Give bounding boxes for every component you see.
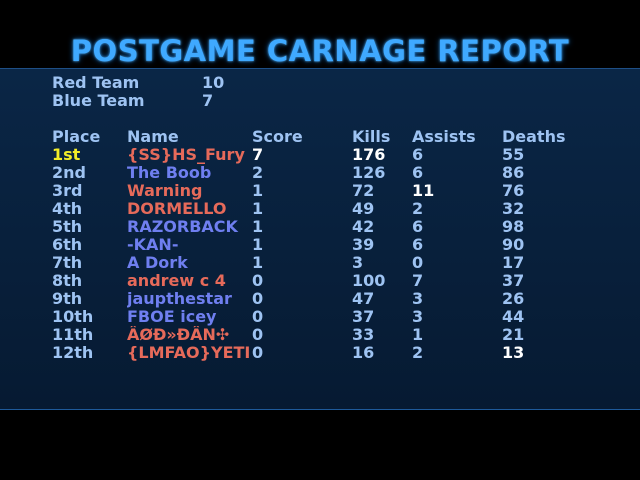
player-assists: 0 [412, 253, 424, 272]
player-deaths: 86 [502, 163, 525, 182]
player-place: 4th [52, 199, 83, 218]
title-bar: POSTGAME CARNAGE REPORT [0, 0, 640, 70]
player-deaths: 26 [502, 289, 525, 308]
table-row: 4th DORMELLO 1 49 2 32 [0, 200, 640, 218]
player-assists: 11 [412, 181, 435, 200]
header-name: Name [127, 127, 179, 146]
player-deaths: 13 [502, 343, 525, 362]
player-name: FBOE icey [127, 308, 217, 326]
player-name: jaupthestar [127, 290, 232, 308]
player-assists: 6 [412, 163, 424, 182]
player-deaths: 44 [502, 307, 525, 326]
table-row: 1st {SS}HS_Fury 7 176 6 55 [0, 146, 640, 164]
player-name: RAZORBACK [127, 218, 238, 236]
player-kills: 72 [352, 181, 375, 200]
player-kills: 37 [352, 307, 375, 326]
player-place: 5th [52, 217, 83, 236]
table-row: 6th -KAN- 1 39 6 90 [0, 236, 640, 254]
table-row: 9th jaupthestar 0 47 3 26 [0, 290, 640, 308]
player-deaths: 76 [502, 181, 525, 200]
player-place: 1st [52, 145, 81, 164]
player-score: 2 [252, 163, 264, 182]
player-deaths: 98 [502, 217, 525, 236]
player-place: 12th [52, 343, 94, 362]
player-assists: 2 [412, 199, 424, 218]
header-kills: Kills [352, 127, 391, 146]
player-name: {LMFAO}YETI [127, 344, 251, 362]
player-place: 2nd [52, 163, 86, 182]
table-row: 7th A Dork 1 3 0 17 [0, 254, 640, 272]
player-assists: 6 [412, 217, 424, 236]
player-kills: 39 [352, 235, 375, 254]
player-assists: 6 [412, 145, 424, 164]
player-assists: 1 [412, 325, 424, 344]
player-assists: 3 [412, 289, 424, 308]
player-deaths: 32 [502, 199, 525, 218]
table-row: 10th FBOE icey 0 37 3 44 [0, 308, 640, 326]
player-name: Warning [127, 182, 203, 200]
player-name: andrew c 4 [127, 272, 226, 290]
player-kills: 49 [352, 199, 375, 218]
header-assists: Assists [412, 127, 476, 146]
carnage-report-panel: Red Team 10 Blue Team 7 Place Name Score… [0, 68, 640, 410]
team-score-red: 10 [202, 73, 225, 92]
player-deaths: 37 [502, 271, 525, 290]
player-place: 11th [52, 325, 94, 344]
player-name: A Dork [127, 254, 188, 272]
player-kills: 47 [352, 289, 375, 308]
player-kills: 126 [352, 163, 386, 182]
team-name-blue: Blue Team [52, 91, 145, 110]
player-place: 7th [52, 253, 83, 272]
player-kills: 3 [352, 253, 364, 272]
player-score: 0 [252, 343, 264, 362]
player-place: 8th [52, 271, 83, 290]
player-kills: 16 [352, 343, 375, 362]
player-kills: 42 [352, 217, 375, 236]
player-name: -KAN- [127, 236, 179, 254]
table-row: 11th ÂØÐ»ÐÂN✣ 0 33 1 21 [0, 326, 640, 344]
page-title: POSTGAME CARNAGE REPORT [70, 33, 570, 69]
player-score: 1 [252, 235, 264, 254]
table-row: 3rd Warning 1 72 11 76 [0, 182, 640, 200]
player-place: 3rd [52, 181, 83, 200]
player-score: 1 [252, 217, 264, 236]
header-place: Place [52, 127, 101, 146]
header-deaths: Deaths [502, 127, 566, 146]
player-deaths: 17 [502, 253, 525, 272]
player-name: The Boob [127, 164, 212, 182]
player-score: 1 [252, 199, 264, 218]
player-score: 1 [252, 181, 264, 200]
player-name: DORMELLO [127, 200, 227, 218]
player-kills: 33 [352, 325, 375, 344]
table-row: 2nd The Boob 2 126 6 86 [0, 164, 640, 182]
player-score: 0 [252, 271, 264, 290]
player-deaths: 21 [502, 325, 525, 344]
player-assists: 3 [412, 307, 424, 326]
player-score: 0 [252, 325, 264, 344]
player-place: 9th [52, 289, 83, 308]
player-assists: 2 [412, 343, 424, 362]
player-name: ÂØÐ»ÐÂN✣ [127, 326, 230, 344]
player-deaths: 55 [502, 145, 525, 164]
header-score: Score [252, 127, 303, 146]
team-name-red: Red Team [52, 73, 140, 92]
player-name: {SS}HS_Fury [127, 146, 245, 164]
player-place: 10th [52, 307, 94, 326]
player-kills: 176 [352, 145, 386, 164]
player-deaths: 90 [502, 235, 525, 254]
player-assists: 7 [412, 271, 424, 290]
player-kills: 100 [352, 271, 386, 290]
table-row: 5th RAZORBACK 1 42 6 98 [0, 218, 640, 236]
player-assists: 6 [412, 235, 424, 254]
table-row: 8th andrew c 4 0 100 7 37 [0, 272, 640, 290]
team-score-blue: 7 [202, 91, 214, 110]
player-score: 0 [252, 307, 264, 326]
player-score: 0 [252, 289, 264, 308]
table-row: 12th {LMFAO}YETI 0 16 2 13 [0, 344, 640, 362]
player-score: 1 [252, 253, 264, 272]
player-score: 7 [252, 145, 264, 164]
player-place: 6th [52, 235, 83, 254]
